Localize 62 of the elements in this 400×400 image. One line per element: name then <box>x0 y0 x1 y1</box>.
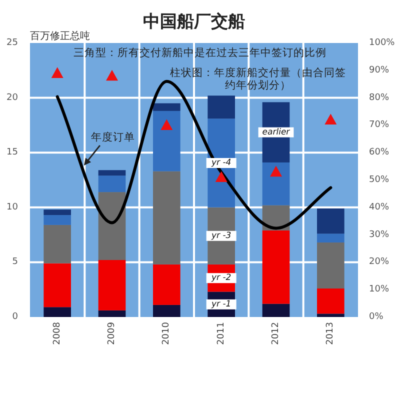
x-tick-label: 2010 <box>162 322 172 345</box>
chart-title: 中国船厂交船 <box>143 12 245 32</box>
point <box>160 119 173 130</box>
bar <box>317 314 344 317</box>
series-label: 年度订单 <box>90 130 135 144</box>
y2-tick-label: 40% <box>369 202 390 212</box>
bar <box>44 215 71 225</box>
bar <box>44 210 71 216</box>
x-tick-label: 2012 <box>271 322 281 345</box>
y-tick-label: 0 <box>12 312 18 322</box>
series-label: yr -3 <box>210 230 232 241</box>
bar <box>98 176 126 192</box>
point <box>324 114 337 125</box>
bar <box>153 264 180 305</box>
y2-tick-label: 100% <box>369 38 396 48</box>
point <box>106 70 118 81</box>
y2-tick-label: 60% <box>369 148 390 158</box>
x-tick-label: 2008 <box>52 322 62 345</box>
x-tick-label: 2009 <box>107 322 117 345</box>
y2-tick-label: 0% <box>369 312 384 322</box>
y2-tick-label: 90% <box>369 65 390 76</box>
x-tick-label: 2013 <box>326 322 336 345</box>
bar <box>317 208 344 234</box>
y2-tick-label: 50% <box>369 175 390 185</box>
y-tick-label: 5 <box>12 257 18 268</box>
y-tick-label: 25 <box>6 38 18 48</box>
point <box>215 171 228 182</box>
y2-tick-label: 10% <box>369 284 390 295</box>
series-label: earlier <box>262 127 290 138</box>
y2-tick-label: 70% <box>369 120 390 130</box>
series-label: yr -2 <box>210 273 232 284</box>
point <box>51 67 64 78</box>
bar <box>153 110 180 172</box>
y2-tick-label: 30% <box>369 230 390 240</box>
bar <box>153 103 180 111</box>
bar <box>153 304 180 317</box>
line-series <box>56 80 332 230</box>
y-tick-label: 20 <box>6 92 18 103</box>
bar <box>262 230 290 304</box>
bar <box>44 263 71 308</box>
series-label: yr -1 <box>210 299 232 310</box>
bar <box>262 304 290 317</box>
bar <box>98 192 126 260</box>
y-axis-title: 百万修正总吨 <box>30 30 90 42</box>
bar <box>262 162 290 206</box>
bar <box>98 260 126 310</box>
y2-tick-label: 20% <box>369 257 390 268</box>
x-tick-label: 2011 <box>216 322 226 345</box>
bar <box>317 242 344 289</box>
bar <box>153 171 180 264</box>
y-tick-label: 10 <box>6 202 18 212</box>
bar <box>98 310 126 317</box>
bar <box>317 234 344 242</box>
y-tick-label: 15 <box>6 148 18 158</box>
bar <box>317 288 344 314</box>
series-label: yr -4 <box>210 158 232 168</box>
bar <box>44 307 71 317</box>
point <box>270 166 282 177</box>
y2-tick-label: 80% <box>369 92 390 103</box>
bar <box>208 96 235 119</box>
bar <box>44 224 71 264</box>
bar <box>98 170 126 176</box>
